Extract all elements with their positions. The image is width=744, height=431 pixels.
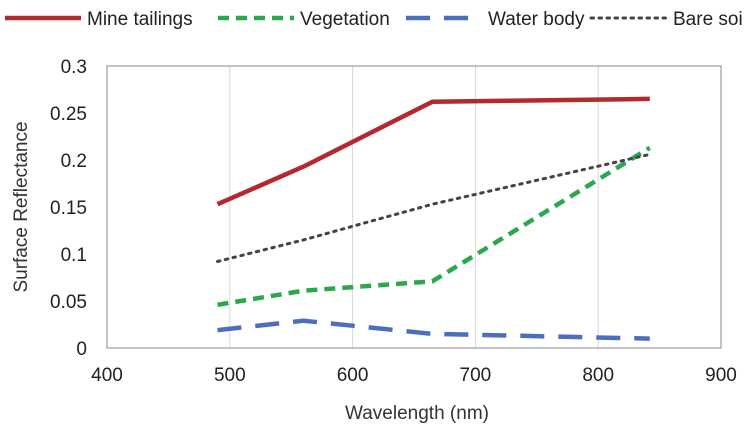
series-lines (216, 96, 652, 341)
y-tick-label: 0.1 (61, 245, 87, 266)
x-tick-label: 700 (460, 365, 492, 386)
y-tick-label: 0.2 (61, 151, 87, 172)
y-tick-label: 0 (76, 339, 87, 360)
x-tick-label: 900 (705, 365, 737, 386)
y-tick-label: 0.15 (50, 198, 87, 219)
legend-item-water-body: Water body (406, 9, 585, 30)
x-tick-label: 400 (91, 365, 123, 386)
y-tick-label: 0.25 (50, 104, 87, 125)
x-axis-ticks: 400 500 600 700 800 900 (91, 365, 737, 386)
legend-item-vegetation: Vegetation (218, 9, 390, 30)
legend-label: Water body (488, 9, 585, 30)
legend-label: Mine tailings (87, 9, 193, 30)
legend-item-mine-tailings: Mine tailings (5, 9, 193, 30)
series-line-bare-soil (216, 152, 652, 263)
plot-area (106, 65, 722, 349)
gridlines (229, 66, 599, 348)
x-tick-label: 600 (337, 365, 369, 386)
x-tick-label: 800 (582, 365, 614, 386)
y-tick-label: 0.3 (61, 57, 87, 78)
legend-label: Bare soil (673, 9, 744, 30)
series-line-vegetation (217, 145, 651, 308)
series-line-mine-tailings (216, 96, 650, 207)
y-tick-label: 0.05 (50, 292, 87, 313)
series-line-water-body (217, 318, 650, 341)
x-axis-title: Wavelength (nm) (345, 403, 489, 424)
legend-item-bare-soil: Bare soil (589, 9, 744, 30)
x-tick-label: 500 (214, 365, 246, 386)
y-axis-ticks: 0 0.05 0.1 0.15 0.2 0.25 0.3 (50, 57, 87, 360)
y-axis-title: Surface Reflectance (11, 121, 32, 292)
legend-label: Vegetation (300, 9, 390, 30)
legend: Mine tailings Vegetation Water body Bare so… (5, 9, 744, 30)
